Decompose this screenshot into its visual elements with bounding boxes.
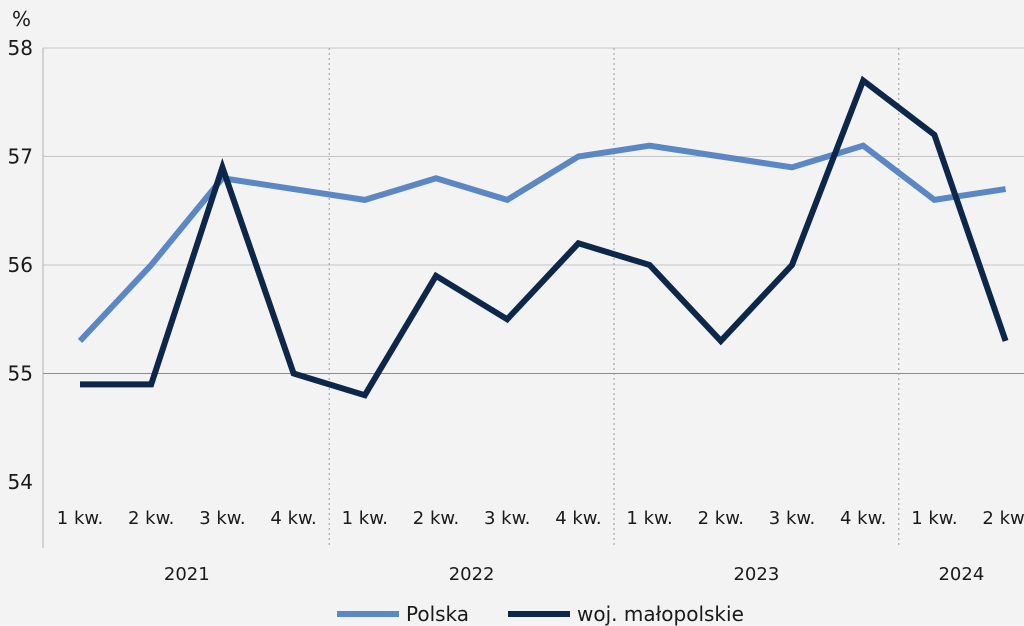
y-tick-label: 56 [8, 253, 33, 277]
x-tick-label: 2 kw. [413, 508, 459, 529]
series-lines [77, 75, 1009, 399]
year-label: 2023 [733, 564, 779, 585]
legend-label: Polska [406, 602, 469, 626]
x-tick-label: 2 kw. [128, 508, 174, 529]
x-tick-label: 2 kw. [982, 508, 1024, 529]
year-label: 2022 [449, 564, 495, 585]
y-tick-labels: 54 55 56 57 58 [8, 36, 33, 494]
year-label: 2024 [938, 564, 984, 585]
year-separators [328, 48, 900, 548]
legend-label: woj. małopolskie [577, 602, 744, 626]
x-tick-label: 4 kw. [555, 508, 601, 529]
year-labels: 2021 2022 2023 2024 [164, 564, 984, 585]
x-tick-label: 2 kw. [698, 508, 744, 529]
y-axis-unit: % [12, 7, 31, 31]
series-line-0 [77, 142, 1007, 344]
x-tick-label: 3 kw. [199, 508, 245, 529]
y-tick-label: 58 [8, 36, 33, 60]
year-label: 2021 [164, 564, 210, 585]
x-tick-label: 3 kw. [484, 508, 530, 529]
series-line-1 [80, 75, 1009, 399]
x-tick-label: 1 kw. [57, 508, 103, 529]
legend: Polska woj. małopolskie [337, 602, 744, 626]
y-tick-label: 57 [8, 145, 33, 169]
x-tick-label: 1 kw. [342, 508, 388, 529]
x-tick-label: 4 kw. [840, 508, 886, 529]
x-tick-label: 1 kw. [911, 508, 957, 529]
category-labels: 1 kw. 2 kw. 3 kw. 4 kw. 1 kw. 2 kw. 3 kw. 4 kw.… [57, 508, 1024, 529]
x-tick-label: 1 kw. [626, 508, 672, 529]
x-tick-label: 3 kw. [769, 508, 815, 529]
y-tick-label: 54 [8, 470, 33, 494]
grid-lines [43, 47, 1024, 374]
y-tick-label: 55 [8, 362, 33, 386]
x-tick-label: 4 kw. [270, 508, 316, 529]
